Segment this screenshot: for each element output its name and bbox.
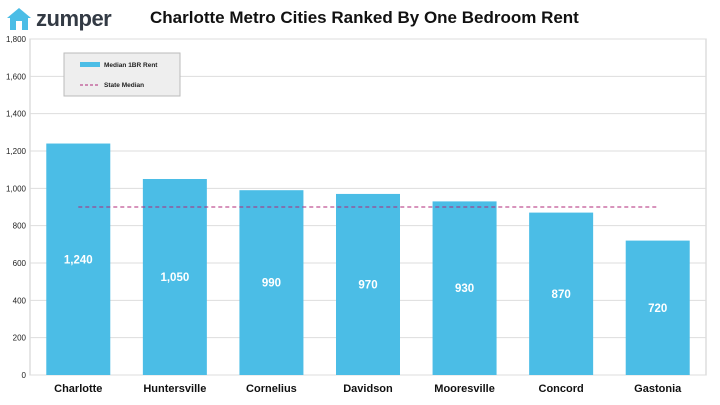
data-labels: 1,240 1,050 990 970 930 870 720: [64, 254, 667, 315]
legend: Median 1BR Rent State Median: [63, 52, 181, 97]
y-tick-label: 1,000: [6, 184, 27, 193]
data-label: 1,050: [160, 272, 189, 284]
data-label: 990: [262, 278, 281, 290]
bars: [46, 143, 690, 375]
bar: [625, 240, 690, 375]
x-tick-label: Mooresville: [434, 383, 495, 395]
x-tick-label: Huntersville: [143, 383, 206, 395]
y-tick-label: 600: [13, 259, 27, 268]
zumper-logo: zumper: [6, 6, 112, 32]
chart-header: zumper Charlotte Metro Cities Ranked By …: [0, 0, 720, 36]
y-tick-label: 1,600: [6, 72, 27, 81]
bar: [336, 193, 400, 375]
y-tick-label: 0: [22, 371, 27, 380]
y-tick-label: 1,200: [6, 147, 27, 156]
data-label: 1,240: [64, 254, 93, 266]
legend-label: Median 1BR Rent: [104, 62, 158, 69]
x-axis-labels: Charlotte Huntersville Cornelius Davidson Mo…: [54, 383, 682, 395]
y-tick-label: 1,800: [6, 35, 27, 44]
x-tick-label: Davidson: [343, 383, 393, 395]
legend-box: [63, 52, 181, 97]
y-tick-label: 800: [13, 222, 27, 231]
logo-text: zumper: [36, 6, 112, 31]
bar: [142, 179, 207, 375]
legend-swatch-bar: [80, 62, 100, 67]
y-tick-label: 200: [13, 334, 27, 343]
data-label: 720: [648, 303, 667, 315]
x-tick-label: Cornelius: [246, 383, 297, 395]
bar: [239, 190, 304, 375]
x-tick-label: Gastonia: [634, 383, 682, 395]
bar: [46, 143, 111, 375]
data-label: 930: [455, 283, 474, 295]
bar: [529, 212, 594, 375]
y-tick-label: 400: [13, 296, 27, 305]
legend-label: State Median: [104, 82, 144, 89]
y-axis: 0 200 400 600 800 1,000 1,200 1,400 1,600 1,800: [6, 35, 27, 380]
page-title: Charlotte Metro Cities Ranked By One Bed…: [150, 8, 579, 27]
x-tick-label: Charlotte: [54, 383, 102, 395]
x-tick-label: Concord: [539, 383, 584, 395]
y-tick-label: 1,400: [6, 110, 27, 119]
house-icon: [7, 8, 31, 30]
data-label: 970: [358, 279, 377, 291]
bar: [432, 201, 497, 375]
data-label: 870: [552, 289, 571, 301]
